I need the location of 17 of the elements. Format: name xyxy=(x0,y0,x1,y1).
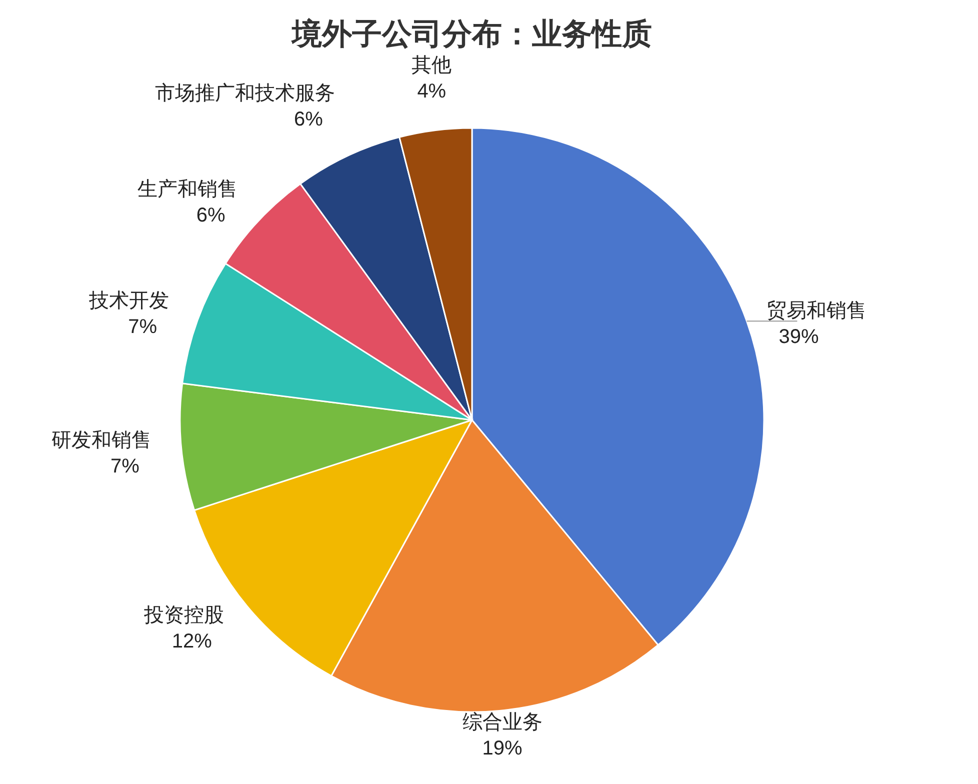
data-label: 19% xyxy=(482,738,523,760)
slice-label: 其他 xyxy=(412,54,452,77)
data-label: 4% xyxy=(417,80,446,103)
slice-label: 投资控股 xyxy=(142,604,224,626)
slice-label: 研发和销售 xyxy=(51,429,152,452)
data-label: 7% xyxy=(128,316,158,338)
slice-label: 综合业务 xyxy=(462,712,542,734)
slice-label: 技术开发 xyxy=(88,290,170,312)
data-label: 12% xyxy=(172,630,212,652)
data-label: 7% xyxy=(110,455,140,478)
data-label: 6% xyxy=(294,108,324,131)
data-label: 39% xyxy=(778,326,819,348)
slice-label: 生产和销售 xyxy=(137,178,238,201)
data-label: 6% xyxy=(196,204,226,227)
slice-label: 贸易和销售 xyxy=(766,300,867,322)
slice-label: 市场推广和技术服务 xyxy=(154,82,335,105)
chart-title: 境外子公司分布：业务性质 xyxy=(290,17,652,51)
